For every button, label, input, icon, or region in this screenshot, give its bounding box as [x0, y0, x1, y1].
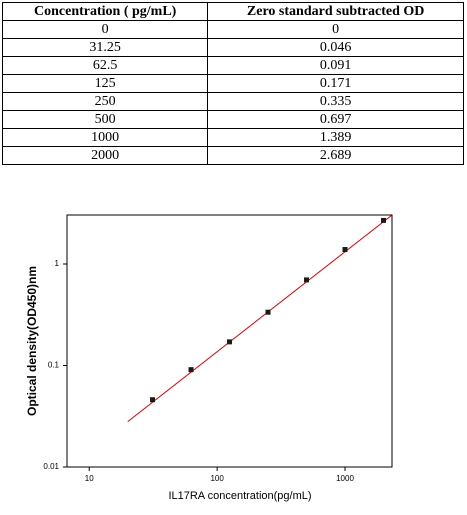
- x-tick-label: 1000: [336, 474, 354, 483]
- data-point: [150, 397, 156, 403]
- y-tick-label: 1: [55, 259, 60, 268]
- table-row: 2000 2.689: [1, 146, 464, 165]
- fit-line: [127, 215, 392, 423]
- table-cell: 2000: [1, 146, 209, 165]
- data-point: [227, 339, 233, 345]
- data-point: [304, 277, 310, 283]
- x-axis-label: IL17RA concentration(pg/mL): [168, 490, 311, 502]
- table-cell: 125: [1, 74, 209, 93]
- table-cell: 2.689: [207, 146, 464, 165]
- plot-frame: [66, 214, 393, 468]
- y-axis-label: Optical density(OD450)nm: [25, 266, 39, 416]
- standard-table: Concentration ( pg/mL) Zero standard subt…: [1, 2, 464, 165]
- table-row: 500 0.697: [1, 110, 464, 129]
- x-tick-label: 10: [85, 474, 94, 483]
- y-tick-label: 0.1: [48, 361, 60, 370]
- data-point: [265, 309, 271, 315]
- data-point: [188, 367, 194, 373]
- data-point: [381, 217, 387, 223]
- x-tick-label: 100: [210, 474, 224, 483]
- y-tick-label: 0.01: [43, 462, 59, 471]
- table-row: 125 0.171: [1, 74, 464, 93]
- data-point: [342, 247, 348, 253]
